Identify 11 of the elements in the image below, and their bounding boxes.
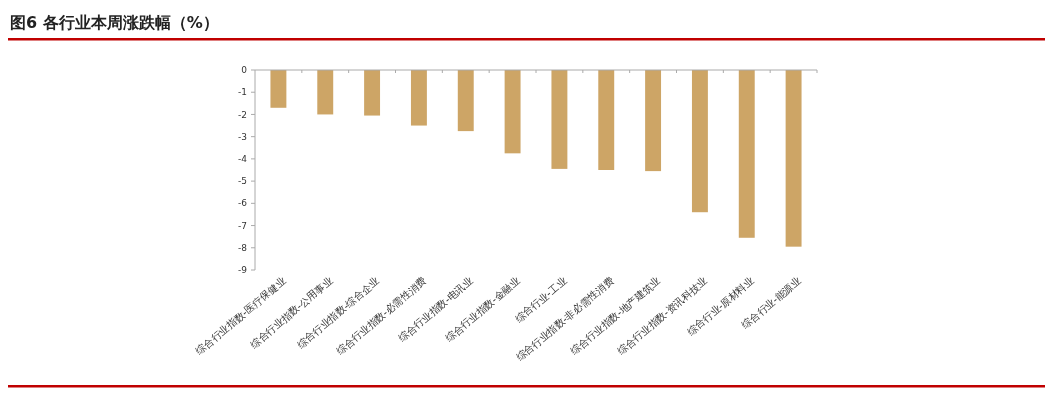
y-tick-label: -7 [238, 220, 247, 231]
y-tick-label: -3 [238, 131, 247, 142]
y-tick-label: -2 [238, 109, 247, 120]
y-tick-label: -1 [238, 87, 247, 98]
y-tick-label: -8 [238, 242, 248, 253]
text: 图6 各行业本周涨跌幅（%） [10, 13, 219, 32]
y-tick-label: 0 [241, 65, 248, 76]
y-tick-label: -5 [238, 176, 247, 187]
y-tick-label: -4 [238, 154, 248, 165]
y-tick-label: -9 [238, 265, 248, 276]
y-tick-label: -6 [238, 198, 248, 209]
